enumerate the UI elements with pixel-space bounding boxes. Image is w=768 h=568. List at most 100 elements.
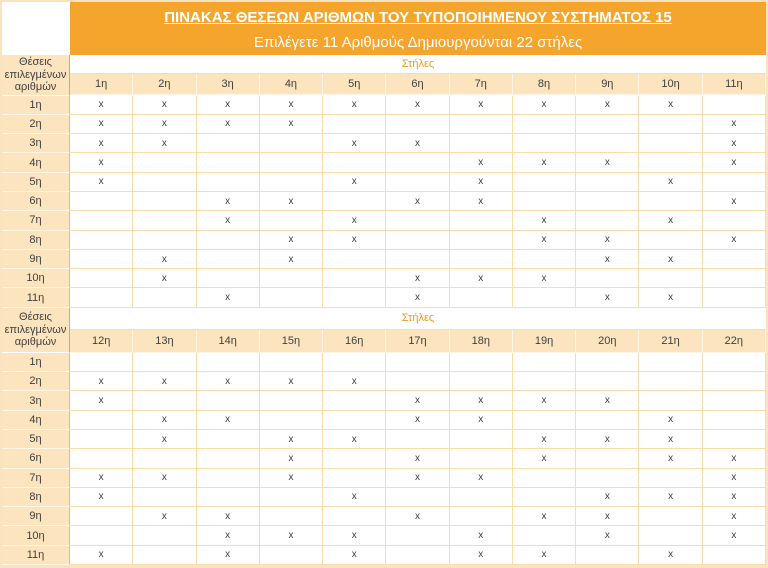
empty-cell xyxy=(196,172,260,192)
empty-cell xyxy=(512,487,577,508)
empty-cell xyxy=(639,134,703,154)
empty-cell xyxy=(702,95,766,115)
empty-cell xyxy=(576,449,640,469)
empty-cell xyxy=(259,134,324,154)
empty-cell xyxy=(386,372,450,392)
row-header: 8η xyxy=(2,230,70,250)
mark-cell: x xyxy=(512,230,577,250)
mark-cell: x xyxy=(133,134,197,154)
row-header: 1η xyxy=(2,95,70,115)
empty-cell xyxy=(639,468,703,488)
table-row: 3η x x x x x xyxy=(2,134,766,154)
mark-cell: x xyxy=(259,468,324,488)
page-subtitle: Επιλέγετε 11 Αριθμούς Δημιουργούνται 22 … xyxy=(253,34,583,51)
mark-cell: x xyxy=(449,410,513,430)
table-row: 8η x x x x x xyxy=(2,230,766,250)
column-header: 17η xyxy=(386,329,450,353)
mark-cell: x xyxy=(323,372,387,392)
empty-cell xyxy=(449,372,513,392)
table-row: 5η x x x x xyxy=(2,172,766,192)
mark-cell: x xyxy=(386,134,450,154)
empty-cell xyxy=(70,288,134,308)
table-row: 11η x x x x x x xyxy=(2,545,766,566)
mark-cell: x xyxy=(512,429,577,450)
column-header: 20η xyxy=(576,329,640,353)
empty-cell xyxy=(512,114,577,135)
row-header: 11η xyxy=(2,545,70,566)
column-header: 9η xyxy=(576,74,640,96)
mark-cell: x xyxy=(259,114,324,135)
empty-cell xyxy=(639,153,703,173)
table-section-2: Θέσεις επιλεγμένων αριθμών Στήλες 12η 13η 14… xyxy=(2,307,766,566)
empty-cell xyxy=(639,269,703,289)
empty-cell xyxy=(449,249,513,270)
empty-cell xyxy=(323,468,387,488)
empty-cell xyxy=(576,410,640,430)
row-header: 3η xyxy=(2,391,70,411)
empty-cell xyxy=(386,487,450,508)
column-header: 14η xyxy=(196,329,260,353)
mark-cell: x xyxy=(259,249,324,270)
mark-cell: x xyxy=(386,391,450,411)
mark-cell: x xyxy=(702,230,766,250)
empty-cell xyxy=(386,172,450,192)
empty-cell xyxy=(512,372,577,392)
mark-cell: x xyxy=(259,429,324,450)
mark-cell: x xyxy=(196,507,260,527)
mark-cell: x xyxy=(196,372,260,392)
empty-cell xyxy=(133,526,197,546)
row-header: 6η xyxy=(2,449,70,469)
table-row: 9η x x x x xyxy=(2,249,766,270)
mark-cell: x xyxy=(323,211,387,231)
empty-cell xyxy=(386,230,450,250)
table-row: 10η x x x x xyxy=(2,269,766,289)
title-area: ΠΙΝΑΚΑΣ ΘΕΣΕΩΝ ΑΡΙΘΜΩΝ ΤΟΥ ΤΥΠΟΠΟΙΗΜΕΝΟΥ… xyxy=(70,2,766,55)
empty-cell xyxy=(702,429,766,450)
mark-cell: x xyxy=(133,507,197,527)
mark-cell: x xyxy=(512,449,577,469)
section-header-1: Θέσεις επιλεγμένων αριθμών Στήλες 1η 2η 3η 4η… xyxy=(2,55,766,96)
mark-cell: x xyxy=(259,372,324,392)
mark-cell: x xyxy=(639,487,703,508)
empty-cell xyxy=(449,134,513,154)
column-header: 5η xyxy=(323,74,387,96)
mark-cell: x xyxy=(259,449,324,469)
empty-cell xyxy=(702,288,766,308)
table-row: 7η x x x x x x xyxy=(2,468,766,488)
table-row: 5η x x x x x x xyxy=(2,429,766,450)
mark-cell: x xyxy=(133,429,197,450)
table-section-1: Θέσεις επιλεγμένων αριθμών Στήλες 1η 2η 3η 4η… xyxy=(2,55,766,308)
empty-cell xyxy=(576,211,640,231)
mark-cell: x xyxy=(639,211,703,231)
mark-cell: x xyxy=(196,114,260,135)
empty-cell xyxy=(323,507,387,527)
mark-cell: x xyxy=(576,230,640,250)
empty-cell xyxy=(259,211,324,231)
empty-cell xyxy=(259,352,324,373)
empty-cell xyxy=(449,288,513,308)
empty-cell xyxy=(70,429,134,450)
mark-cell: x xyxy=(70,468,134,488)
mark-cell: x xyxy=(512,507,577,527)
mark-cell: x xyxy=(196,95,260,115)
empty-cell xyxy=(70,249,134,270)
empty-cell xyxy=(196,249,260,270)
table-row: 2η x x x x x xyxy=(2,114,766,135)
empty-cell xyxy=(70,230,134,250)
column-header: 18η xyxy=(449,329,513,353)
empty-cell xyxy=(323,410,387,430)
column-header: 19η xyxy=(512,329,577,353)
mark-cell: x xyxy=(576,249,640,270)
empty-cell xyxy=(70,269,134,289)
title-corner-spacer xyxy=(2,2,70,55)
empty-cell xyxy=(639,391,703,411)
column-header: 1η xyxy=(70,74,134,96)
empty-cell xyxy=(133,487,197,508)
empty-cell xyxy=(259,153,324,173)
mark-cell: x xyxy=(512,269,577,289)
empty-cell xyxy=(259,410,324,430)
mark-cell: x xyxy=(702,507,766,527)
column-header-row: 1η 2η 3η 4η 5η 6η 7η 8η 9η 10η 11η xyxy=(70,74,766,96)
mark-cell: x xyxy=(449,191,513,212)
empty-cell xyxy=(196,391,260,411)
